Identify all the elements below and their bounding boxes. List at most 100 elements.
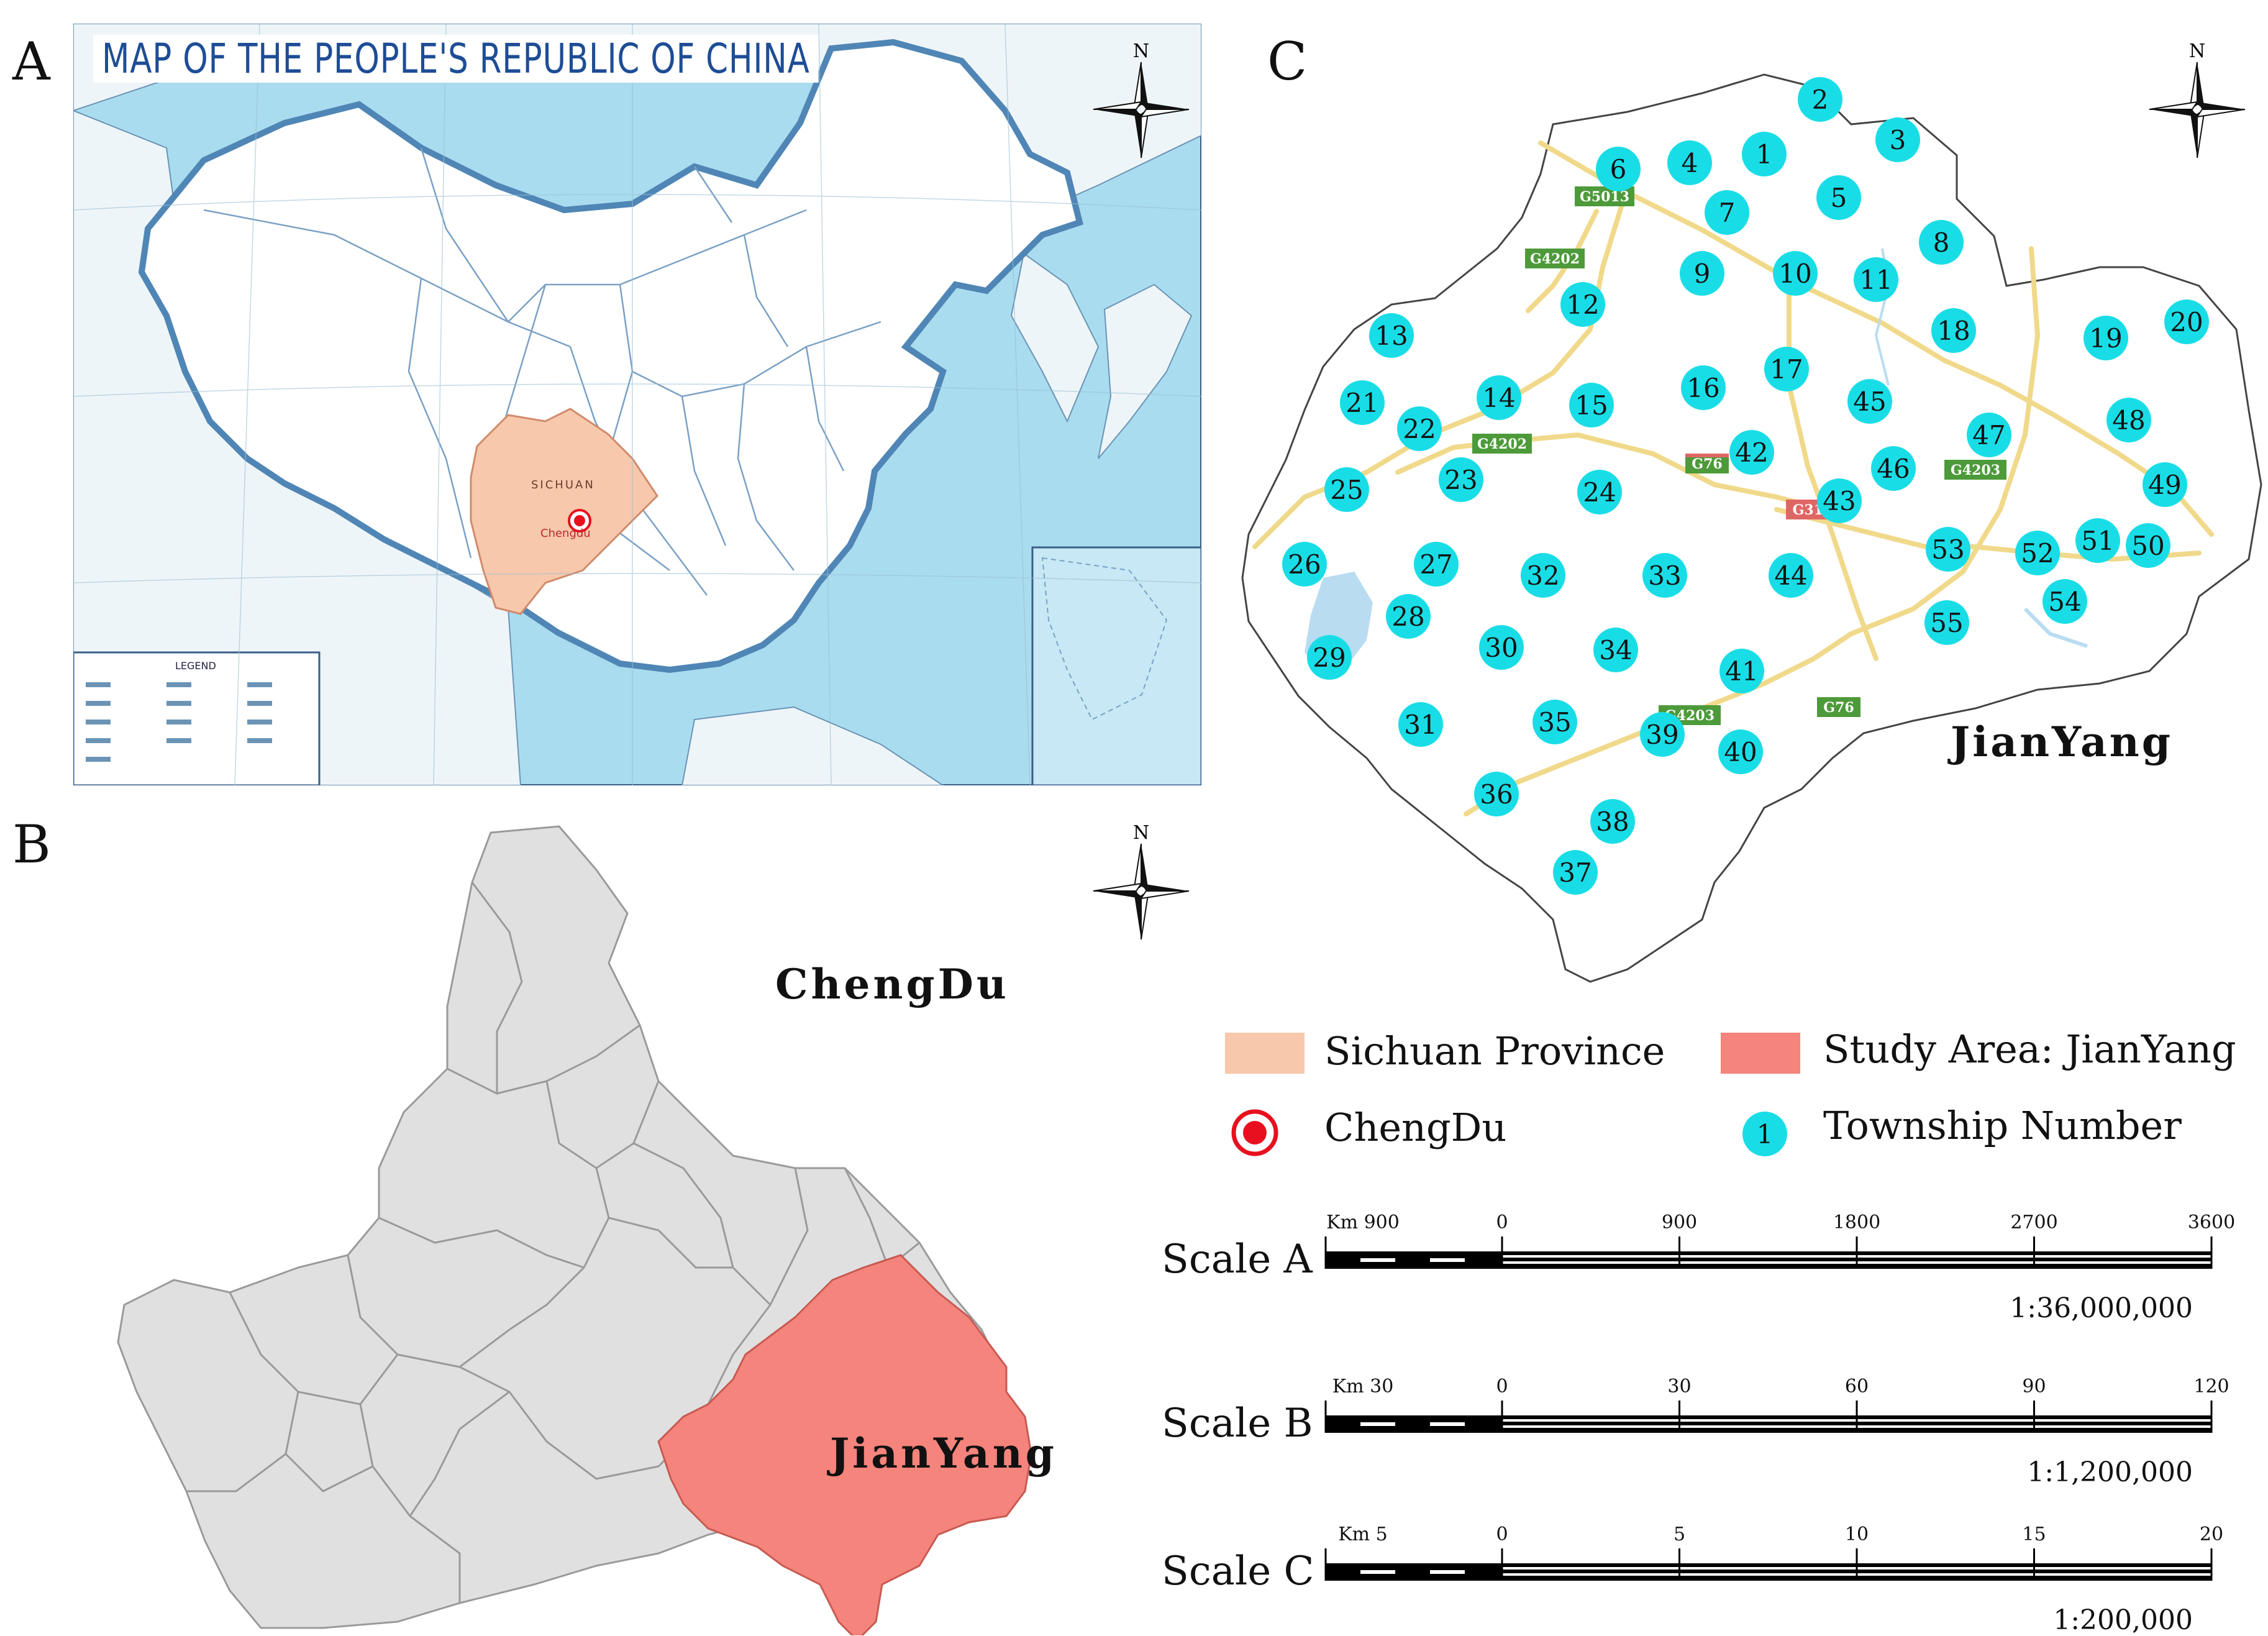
township-number: 9 [1694,258,1711,289]
township-marker: 4 [1667,140,1712,185]
township-number: 17 [1770,354,1803,385]
sichuan-province [470,408,658,615]
township-number: 37 [1559,857,1592,888]
scale-unit-label: Km 900 [1326,1212,1400,1233]
jianyang-area-label: JianYang [830,1429,1057,1478]
china-outline [138,39,1083,674]
township-marker: 24 [1577,470,1622,514]
highway-label: G4202 [1477,436,1527,452]
township-number: 54 [2048,587,2081,617]
township-marker: 37 [1553,850,1598,895]
china-map-title: MAP OF THE PEOPLE'S REPUBLIC OF CHINA [93,35,819,83]
scale-tick-label: 60 [1844,1376,1869,1397]
township-marker: 44 [1769,553,1813,598]
legend-label-township: Township Number [1823,1103,2182,1148]
township-marker: 3 [1875,117,1920,162]
scale-tick-label: 30 [1667,1376,1692,1397]
china-legend-title: LEGEND [175,660,216,672]
township-number: 25 [1330,475,1363,505]
township-number: 27 [1419,549,1452,580]
township-marker: 35 [1532,700,1577,744]
legend-township-marker: 1 [1742,1112,1787,1156]
township-marker: 21 [1340,380,1385,425]
scale-unit-label: Km 30 [1332,1376,1394,1397]
legend-label-chengdu: ChengDu [1324,1105,1507,1150]
legend-swatch-sichuan [1225,1033,1305,1074]
township-number: 38 [1596,807,1629,837]
scale-tick-label: 0 [1496,1212,1508,1233]
township-number: 7 [1719,198,1736,228]
scale-label: Scale C [1162,1548,1314,1594]
township-marker: 31 [1398,702,1443,747]
township-marker: 11 [1854,257,1898,302]
township-number: 16 [1687,373,1719,403]
township-number: 36 [1480,779,1513,810]
township-marker: 55 [1924,600,1969,645]
north-arrow-b: N [1093,822,1190,940]
township-marker: 41 [1719,649,1764,693]
township-marker: 12 [1560,282,1605,327]
scale-tick-label: 3600 [2187,1212,2236,1233]
township-marker: 27 [1414,542,1459,587]
township-marker: 26 [1282,542,1327,587]
legend-township-symbol: 1 [1757,1119,1774,1149]
township-number: 50 [2131,531,2164,561]
panel-b-letter: B [12,814,51,875]
township-number: 5 [1831,183,1847,213]
township-number: 1 [1756,139,1773,170]
township-number: 24 [1583,477,1616,508]
township-marker: 16 [1681,365,1726,410]
township-marker: 54 [2043,579,2087,624]
scale-label: Scale A [1162,1236,1313,1282]
township-number: 15 [1575,390,1608,421]
township-marker: 43 [1817,478,1862,523]
township-marker: 8 [1919,220,1964,265]
scale-bar [1324,1548,2213,1581]
township-marker: 39 [1640,712,1685,757]
scale-tick-label: 20 [2199,1524,2224,1545]
township-marker: 19 [2084,316,2128,360]
chengdu-map [117,825,1032,1635]
township-number: 33 [1648,560,1681,591]
township-marker: 20 [2164,299,2209,344]
township-number: 21 [1346,388,1378,418]
township-number: 51 [2081,526,2114,556]
scale-label: Scale B [1162,1401,1313,1446]
township-number: 41 [1725,656,1758,687]
township-number: 26 [1288,549,1321,580]
scale-tick-label: 15 [2022,1524,2046,1545]
township-number: 23 [1444,465,1477,495]
township-number: 19 [2089,323,2122,354]
township-marker: 32 [1521,553,1565,598]
township-marker: 34 [1593,628,1638,672]
township-number: 43 [1823,486,1856,516]
scale-tick-label: 10 [1844,1524,1869,1545]
panel-a-letter: A [12,31,50,92]
legend-label-study-area: Study Area: JianYang [1823,1026,2236,1072]
legend-label-sichuan: Sichuan Province [1324,1028,1665,1074]
township-marker: 10 [1773,251,1818,296]
township-number: 53 [1931,534,1964,565]
north-arrow-a: N [1093,40,1190,158]
township-number: 6 [1610,154,1627,185]
highway-label: G4203 [1951,462,2000,478]
scale-bar [1324,1236,2213,1269]
scale-bar [1324,1401,2213,1433]
scale-tick-label: 90 [2022,1376,2046,1397]
township-marker: 53 [1926,527,1970,572]
township-number: 18 [1937,316,1970,346]
township-marker: 5 [1816,175,1861,220]
legend-chengdu-marker [1231,1109,1278,1156]
township-number: 45 [1853,386,1886,417]
township-number: 2 [1812,85,1829,115]
township-marker: 40 [1718,729,1763,774]
highway-label: G4202 [1530,251,1580,267]
township-marker: 48 [2106,398,2151,442]
township-marker: 38 [1590,799,1635,844]
township-marker: 15 [1569,383,1614,427]
township-marker: 28 [1386,594,1431,639]
scale-tick-label: 0 [1496,1376,1508,1397]
scale-ratio: 1:36,000,000 [2010,1292,2193,1324]
township-number: 30 [1485,633,1518,663]
north-arrow-c: N [2149,40,2246,158]
